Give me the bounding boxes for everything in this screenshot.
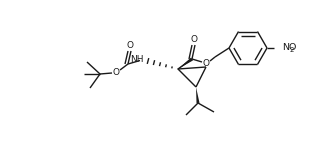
Text: O: O [191, 35, 198, 43]
Polygon shape [178, 58, 193, 69]
Text: NO: NO [282, 42, 296, 51]
Text: O: O [203, 58, 209, 67]
Text: NH: NH [131, 55, 144, 64]
Polygon shape [196, 87, 199, 103]
Text: O: O [126, 41, 134, 49]
Text: O: O [112, 67, 120, 76]
Text: 2: 2 [290, 46, 294, 52]
